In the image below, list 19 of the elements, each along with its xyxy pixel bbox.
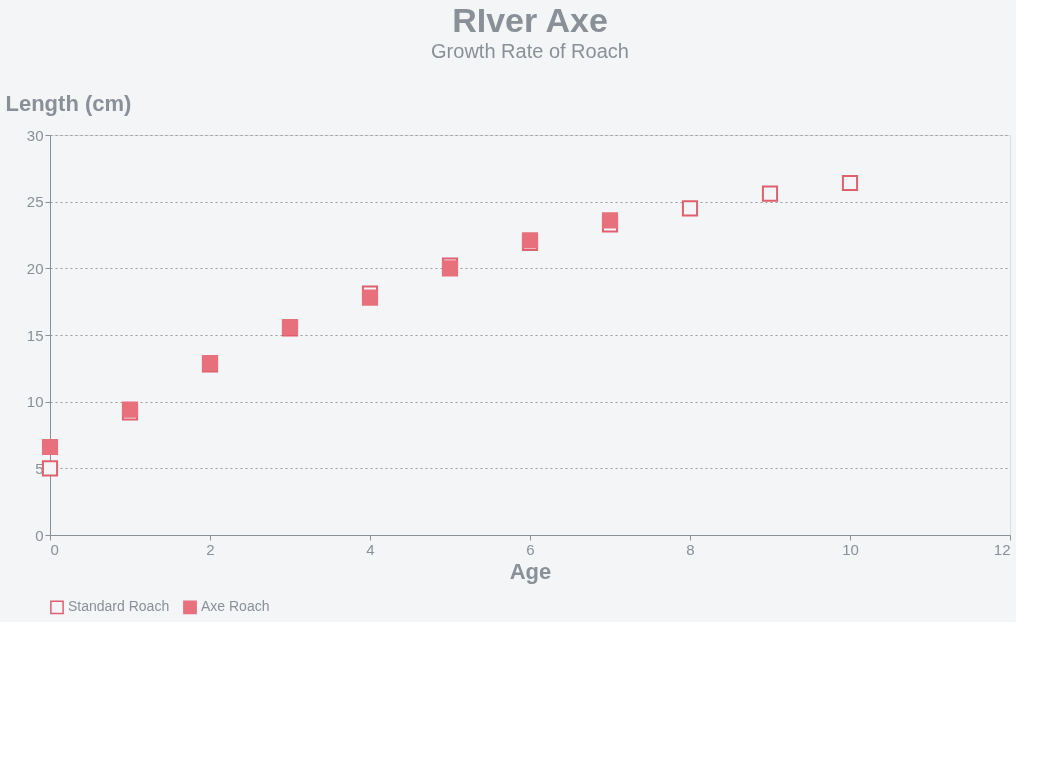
y-tick-label: 0 [35, 526, 44, 544]
legend-label: Standard Roach [68, 598, 170, 615]
y-axis-title: Length (cm) [5, 90, 132, 116]
x-tick-label: 4 [366, 540, 375, 558]
x-tick-label: 0 [50, 540, 59, 558]
legend-label: Axe Roach [201, 598, 270, 615]
y-tick-label: 15 [26, 326, 44, 344]
x-tick-label: 12 [993, 540, 1011, 558]
x-tick-label: 10 [842, 540, 859, 558]
y-tick-label: 10 [26, 393, 44, 411]
x-tick-label: 6 [526, 540, 535, 558]
y-tick-label: 25 [26, 193, 44, 211]
chart-subtitle: Growth Rate of Roach [431, 40, 629, 62]
x-tick-label: 8 [686, 540, 695, 558]
x-axis-title: Age [509, 558, 552, 584]
x-tick-label: 2 [206, 540, 215, 558]
chart-title: RIver Axe [452, 1, 608, 39]
y-tick-label: 30 [26, 126, 44, 144]
y-tick-label: 20 [26, 259, 44, 277]
